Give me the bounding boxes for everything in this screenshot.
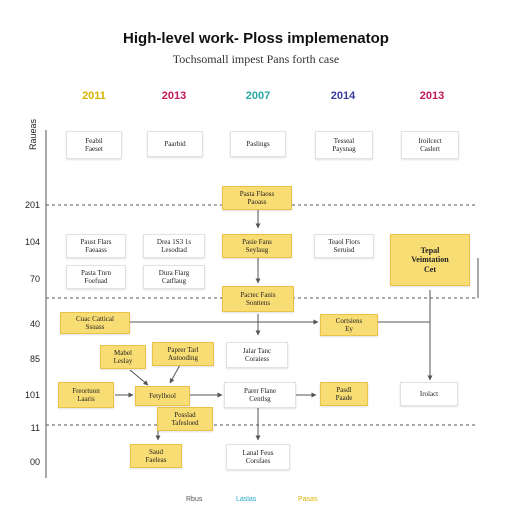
footer-label-2: Laslas — [236, 496, 257, 503]
row-label-7: 11 — [30, 423, 40, 433]
node-pasta-tnrn: Pasta Tnrn Foefuad — [66, 265, 126, 289]
node-irolact: Irolact — [400, 382, 458, 406]
node-cuac-cattical: Cuac Cattical Ssuass — [60, 312, 130, 334]
row-label-2: 104 — [24, 237, 40, 247]
row-label-4: 40 — [29, 319, 40, 329]
node-freortuon: Freortuon Laaris — [58, 382, 114, 408]
year-label-2: 2013 — [161, 90, 187, 102]
footer-label-3: Pasas — [298, 496, 318, 503]
node-saud: Saud Faeleas — [130, 444, 182, 468]
node-paslings: Paslings — [230, 131, 286, 157]
node-iroilcect: Iroilcect Caslert — [401, 131, 459, 159]
node-pasdl: Pasdl Paade — [320, 382, 368, 406]
node-pactec-fanis: Pactec Fanis Sonttens — [222, 286, 294, 312]
node-paust-flars: Paust Flars Faeaass — [66, 234, 126, 258]
diagram-subtitle: Tochsomall impest Pans forth case — [172, 52, 340, 66]
node-jalar-tanc: Jalar Tanc Coraiess — [226, 342, 288, 368]
node-tesseal: Tesseal Paysnag — [315, 131, 373, 159]
row-label-3: 70 — [29, 274, 40, 284]
node-pasie-fans: Pasie Fans Seylaug — [222, 234, 292, 258]
arrow — [129, 369, 149, 386]
node-posslad: Posslad Tafesloed — [157, 407, 213, 431]
diagram-title: High-level work- Ploss implemenatop — [123, 30, 389, 47]
row-label-8: 00 — [29, 457, 40, 467]
node-parer-flane: Parer Flane Centlsg — [224, 382, 296, 408]
arrow — [169, 364, 181, 384]
row-label-5: 85 — [29, 354, 40, 364]
node-lanal-feus: Lanal Feus Corsfaes — [226, 444, 290, 470]
node-mabel: Mabel Leslay — [100, 345, 146, 369]
year-label-3: 2007 — [245, 90, 271, 102]
footer-label-1: Rbus — [186, 496, 203, 503]
node-paprer-tarl: Paprer Tarl Autooding — [152, 342, 214, 366]
year-label-5: 2013 — [419, 90, 445, 102]
row-label-6: 101 — [24, 390, 40, 400]
year-label-4: 2014 — [330, 90, 356, 102]
node-fetylhool: Fetylhool — [135, 386, 190, 406]
node-cortsiens: Cortsiens Ey — [320, 314, 378, 336]
node-dura-flarg: Dura Flarg Catflaug — [143, 265, 205, 289]
node-paarbid: Paarbid — [147, 131, 203, 157]
node-tepal: Tepal Veimtation Cet — [390, 234, 470, 286]
node-drea: Drea 1S3 1s Lesodtad — [143, 234, 205, 258]
node-feabil: Feabil Faeset — [66, 131, 122, 159]
year-label-1: 2011 — [82, 90, 106, 102]
row-label-1: 201 — [24, 200, 40, 210]
node-teaol-flors: Teaol Flors Seruisd — [314, 234, 374, 258]
node-pasta-flaoss: Pasta Flaoss Paoass — [222, 186, 292, 210]
